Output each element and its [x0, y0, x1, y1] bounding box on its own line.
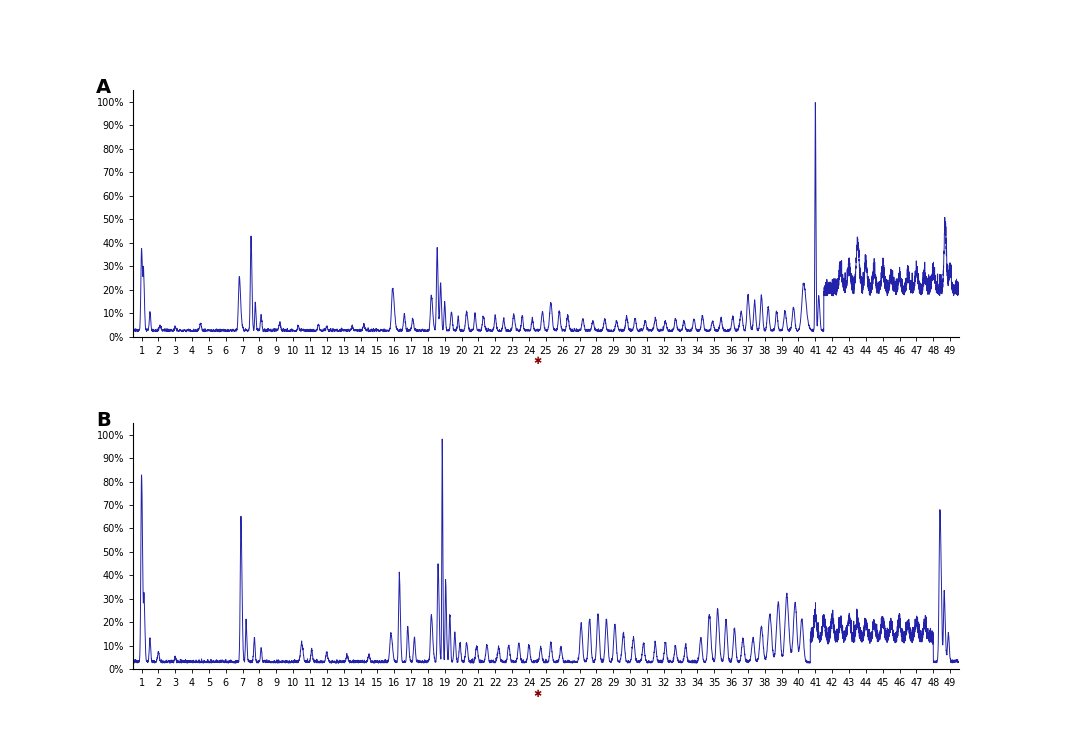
Text: ✱: ✱ — [534, 356, 541, 366]
Text: B: B — [96, 411, 111, 429]
Text: A: A — [96, 78, 111, 97]
Text: ✱: ✱ — [534, 689, 541, 699]
